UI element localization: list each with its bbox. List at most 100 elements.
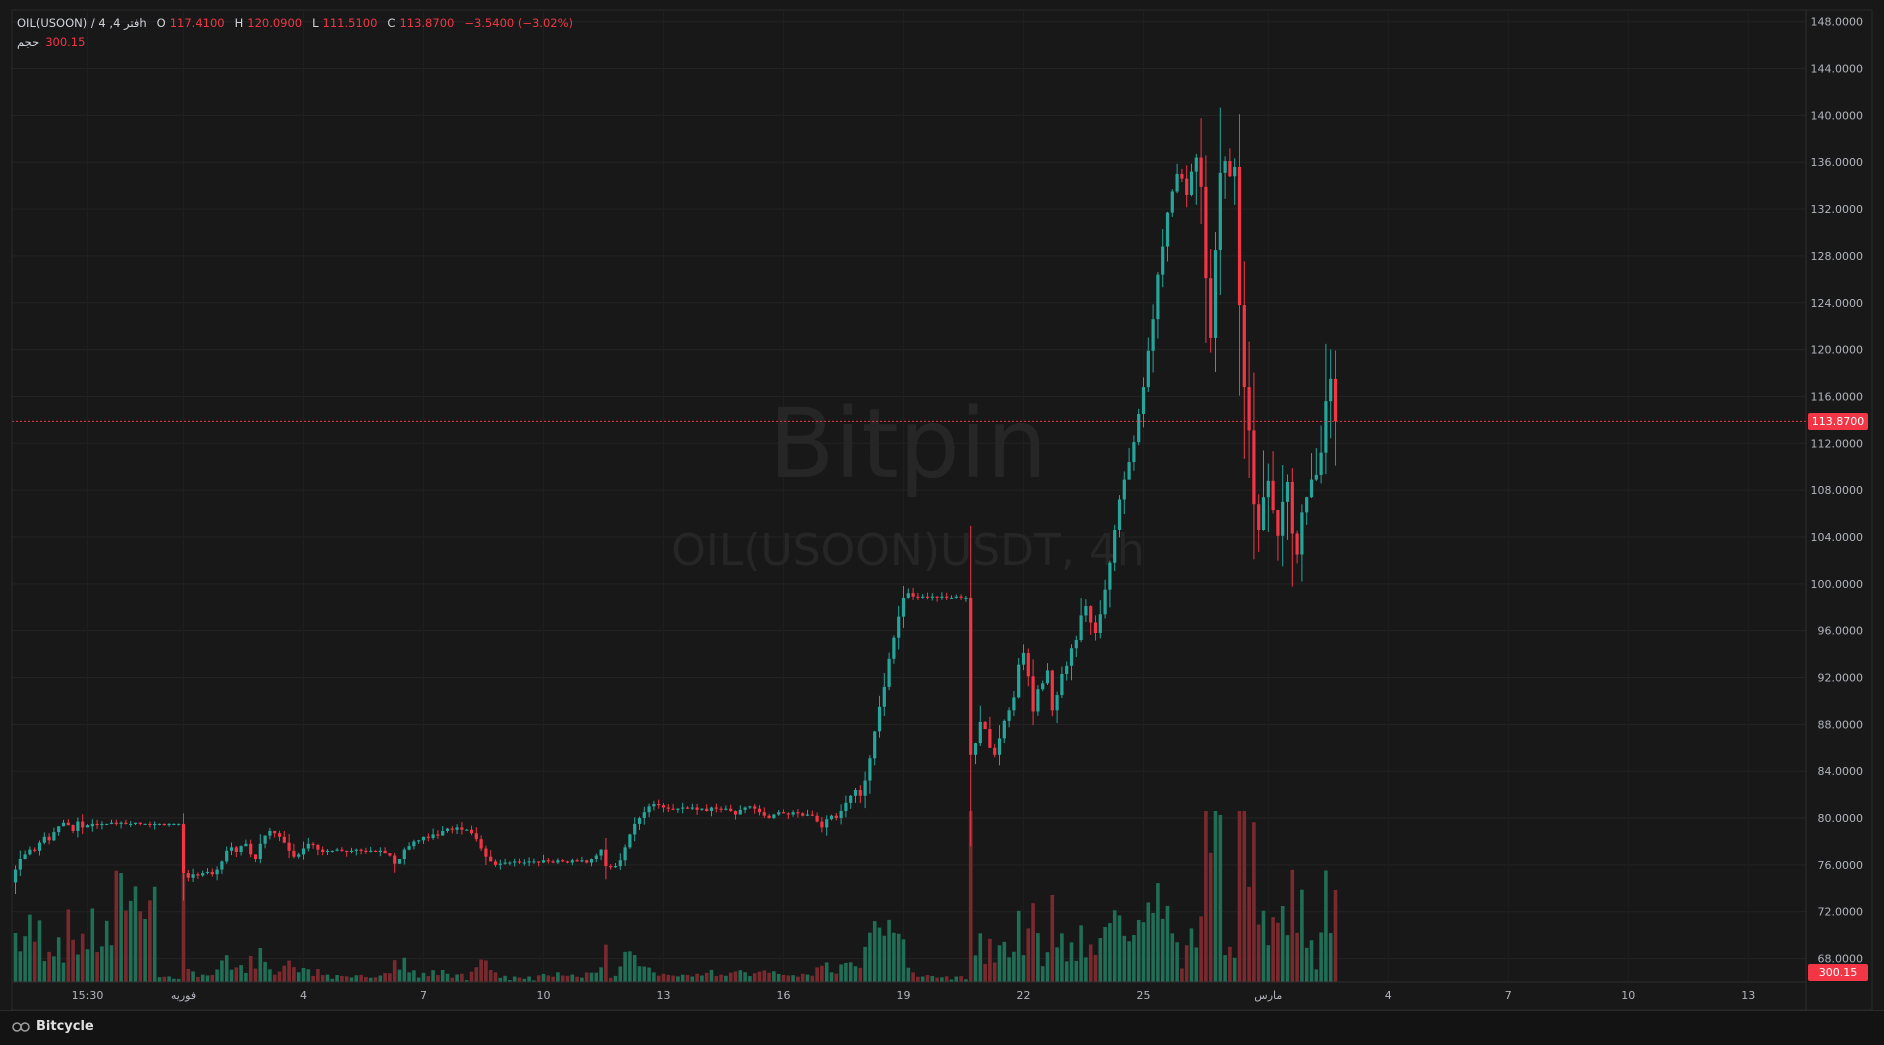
volume-bar (762, 970, 767, 982)
volume-bar (652, 972, 656, 982)
time-tick-label: مارس (1254, 989, 1282, 1002)
volume-bar (397, 969, 402, 982)
time-tick-label: 25 (1137, 989, 1151, 1002)
price-tick-label: 92.0000 (1818, 672, 1864, 685)
volume-bar (608, 977, 613, 982)
volume-bar (800, 973, 805, 982)
volume-bar (172, 978, 176, 982)
candle-body (565, 861, 570, 863)
close-value: 113.8700 (399, 16, 455, 30)
volume-bar (1189, 928, 1194, 982)
candle-body (369, 850, 373, 853)
volume-bar (484, 960, 488, 982)
candle-body (205, 871, 210, 874)
candle-body (532, 861, 536, 863)
candle-body (1228, 161, 1232, 177)
volume-bar (1184, 945, 1189, 982)
candle-body (220, 861, 224, 870)
candle-body (954, 596, 958, 598)
candle-body (186, 873, 190, 878)
candle-body (1069, 648, 1074, 666)
volume-legend: حجم 300.15 (17, 35, 85, 49)
candle-body (916, 596, 920, 598)
volume-bar (316, 968, 320, 982)
candle-body (359, 849, 363, 851)
candle-body (671, 808, 675, 810)
price-tick-label: 148.0000 (1811, 16, 1864, 29)
volume-bar (1002, 941, 1007, 982)
candle-body (709, 807, 714, 812)
volume-bar (325, 974, 330, 982)
footer-brand[interactable]: Bitcycle (12, 1019, 94, 1034)
candle-body (1213, 250, 1218, 338)
volume-bar (647, 967, 651, 982)
candle-body (633, 823, 637, 835)
candle-body (1204, 186, 1208, 279)
volume-bar (191, 971, 195, 982)
candle-body (1309, 479, 1314, 498)
volume-bar (532, 980, 536, 982)
volume-bar (1218, 814, 1223, 982)
candle-body (90, 823, 94, 827)
volume-bar (162, 976, 167, 982)
volume-bar (772, 971, 776, 982)
volume-bar (920, 976, 925, 982)
volume-bar (906, 967, 911, 982)
volume-bar (498, 977, 503, 982)
time-tick-label: 15:30 (72, 989, 104, 1002)
volume-bar (887, 919, 891, 982)
candle-body (786, 813, 790, 815)
volume-bar (378, 975, 383, 982)
volume-bar (1199, 916, 1203, 982)
volume-bar (1122, 935, 1127, 982)
candle-body (253, 854, 258, 860)
time-axis-labels[interactable]: 15:30 فوریه 4 7 10 13 16 19 22 25 مارس 4 7 10 13 (72, 989, 1756, 1002)
volume-bar (704, 972, 709, 982)
candle-body (1017, 664, 1021, 698)
candle-body (1079, 615, 1083, 641)
volume-bar (733, 971, 738, 982)
candle-body (258, 843, 262, 860)
price-axis[interactable] (1806, 0, 1884, 1010)
candle-body (1199, 157, 1203, 187)
candle-body (935, 596, 939, 598)
candle-body (436, 834, 440, 836)
volume-bar (234, 967, 239, 982)
volume-bar (373, 977, 378, 982)
candle-body (522, 862, 526, 864)
time-tick-label: 22 (1017, 989, 1031, 1002)
volume-bar (517, 977, 522, 982)
candle-body (282, 836, 286, 843)
volume-bar (42, 961, 47, 982)
candle-body (114, 822, 118, 824)
volume-bar (1141, 922, 1146, 982)
volume-bar (988, 938, 992, 982)
volume-bar (536, 975, 541, 982)
candle-body (105, 823, 109, 825)
volume-bar (229, 969, 234, 982)
candle-body (249, 843, 253, 855)
candle-body (393, 855, 397, 864)
volume-bar (805, 974, 810, 982)
volume-bar (580, 977, 584, 982)
candle-body (378, 850, 382, 853)
candle-body (431, 834, 435, 838)
volume-bar (786, 975, 791, 982)
candle-body (777, 812, 781, 815)
candle-body (1319, 452, 1323, 475)
volume-bar (575, 976, 579, 982)
volume-bar (464, 980, 469, 982)
volume-bar (421, 972, 426, 982)
volume-bar (1112, 910, 1117, 982)
volume-bar (1175, 942, 1179, 982)
candle-body (825, 819, 829, 828)
change-value: −3.5400 (−3.02%) (464, 16, 573, 30)
volume-bar (455, 974, 459, 982)
candle-body (177, 823, 181, 825)
volume-bar (1079, 925, 1083, 982)
volume-bar (392, 960, 397, 982)
candle-body (1209, 278, 1213, 338)
candle-body (637, 818, 642, 824)
candle-body (556, 860, 560, 863)
